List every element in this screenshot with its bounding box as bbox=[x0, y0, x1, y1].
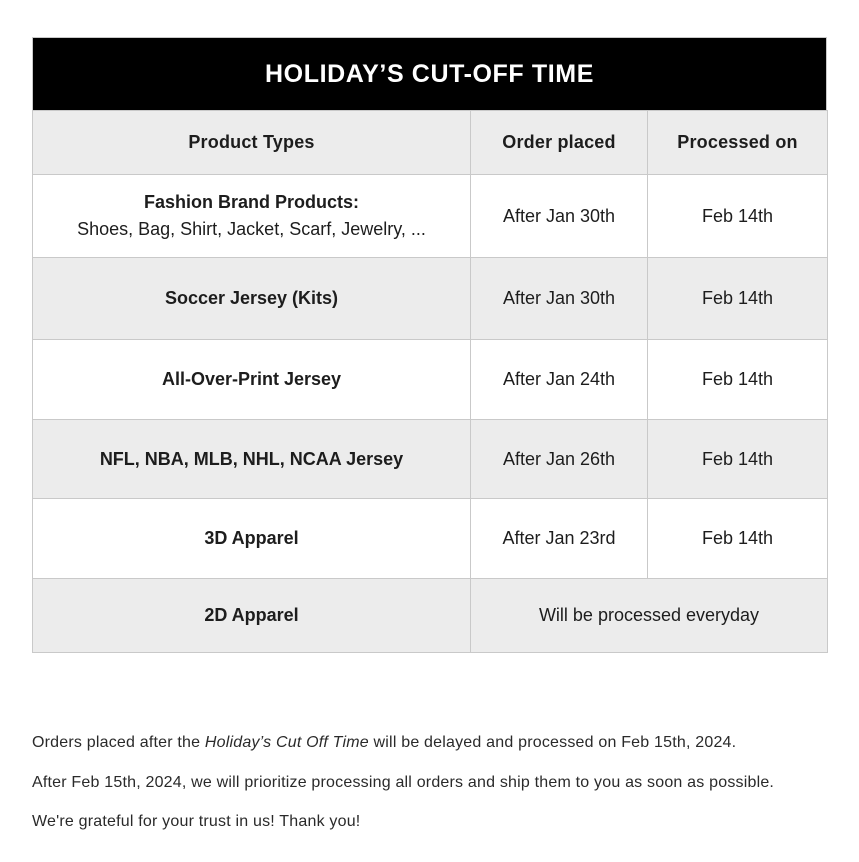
note-delay: Orders placed after the Holiday’s Cut Of… bbox=[32, 733, 852, 753]
product-cell: Soccer Jersey (Kits) bbox=[32, 257, 471, 340]
table-row-soccer-jersey: Soccer Jersey (Kits) After Jan 30th Feb … bbox=[32, 257, 828, 340]
processing-note-cell: Will be processed everyday bbox=[470, 578, 828, 653]
product-cell: All-Over-Print Jersey bbox=[32, 339, 471, 420]
processed-on-cell: Feb 14th bbox=[647, 498, 828, 579]
processed-on-cell: Feb 14th bbox=[647, 339, 828, 420]
processed-on-cell: Feb 14th bbox=[647, 174, 828, 258]
column-header-order-placed: Order placed bbox=[470, 110, 648, 175]
order-placed-cell: After Jan 26th bbox=[470, 419, 648, 499]
order-placed-cell: After Jan 30th bbox=[470, 174, 648, 258]
page-title: HOLIDAY’S CUT-OFF TIME bbox=[265, 59, 594, 88]
table-header-row: Product Types Order placed Processed on bbox=[32, 110, 828, 175]
order-placed-cell: After Jan 23rd bbox=[470, 498, 648, 579]
table-row-fashion-brand: Fashion Brand Products: Shoes, Bag, Shir… bbox=[32, 174, 828, 258]
product-name: Fashion Brand Products: bbox=[143, 192, 359, 212]
table-title-banner: HOLIDAY’S CUT-OFF TIME bbox=[32, 37, 827, 110]
note-priority: After Feb 15th, 2024, we will prioritize… bbox=[32, 773, 775, 791]
table-row-league-jersey: NFL, NBA, MLB, NHL, NCAA Jersey After Ja… bbox=[32, 419, 828, 499]
footer-notes: Orders placed after the Holiday’s Cut Of… bbox=[32, 733, 852, 832]
product-cell: 3D Apparel bbox=[32, 498, 471, 579]
order-placed-cell: After Jan 24th bbox=[470, 339, 648, 420]
product-cell: NFL, NBA, MLB, NHL, NCAA Jersey bbox=[32, 419, 471, 499]
product-cell: 2D Apparel bbox=[32, 578, 471, 653]
note-delay-prefix: Orders placed after the bbox=[32, 734, 205, 751]
column-header-product-types: Product Types bbox=[32, 110, 471, 175]
note-delay-suffix: will be delayed and processed on Feb 15t… bbox=[368, 734, 737, 751]
processed-on-cell: Feb 14th bbox=[647, 419, 828, 499]
order-placed-cell: After Jan 30th bbox=[470, 257, 648, 340]
note-thanks: We're grateful for your trust in us! Tha… bbox=[32, 813, 361, 831]
cutoff-table-container: HOLIDAY’S CUT-OFF TIME Product Types Ord… bbox=[32, 37, 828, 653]
processed-on-cell: Feb 14th bbox=[647, 257, 828, 340]
note-delay-italic: Holiday’s Cut Off Time bbox=[204, 734, 369, 751]
product-examples: Shoes, Bag, Shirt, Jacket, Scarf, Jewelr… bbox=[77, 219, 426, 239]
table-row-2d-apparel: 2D Apparel Will be processed everyday bbox=[32, 578, 828, 653]
product-cell: Fashion Brand Products: Shoes, Bag, Shir… bbox=[32, 174, 471, 258]
cutoff-table: Product Types Order placed Processed on … bbox=[32, 110, 828, 653]
column-header-processed-on: Processed on bbox=[647, 110, 828, 175]
table-row-all-over-print: All-Over-Print Jersey After Jan 24th Feb… bbox=[32, 339, 828, 420]
table-row-3d-apparel: 3D Apparel After Jan 23rd Feb 14th bbox=[32, 498, 828, 579]
